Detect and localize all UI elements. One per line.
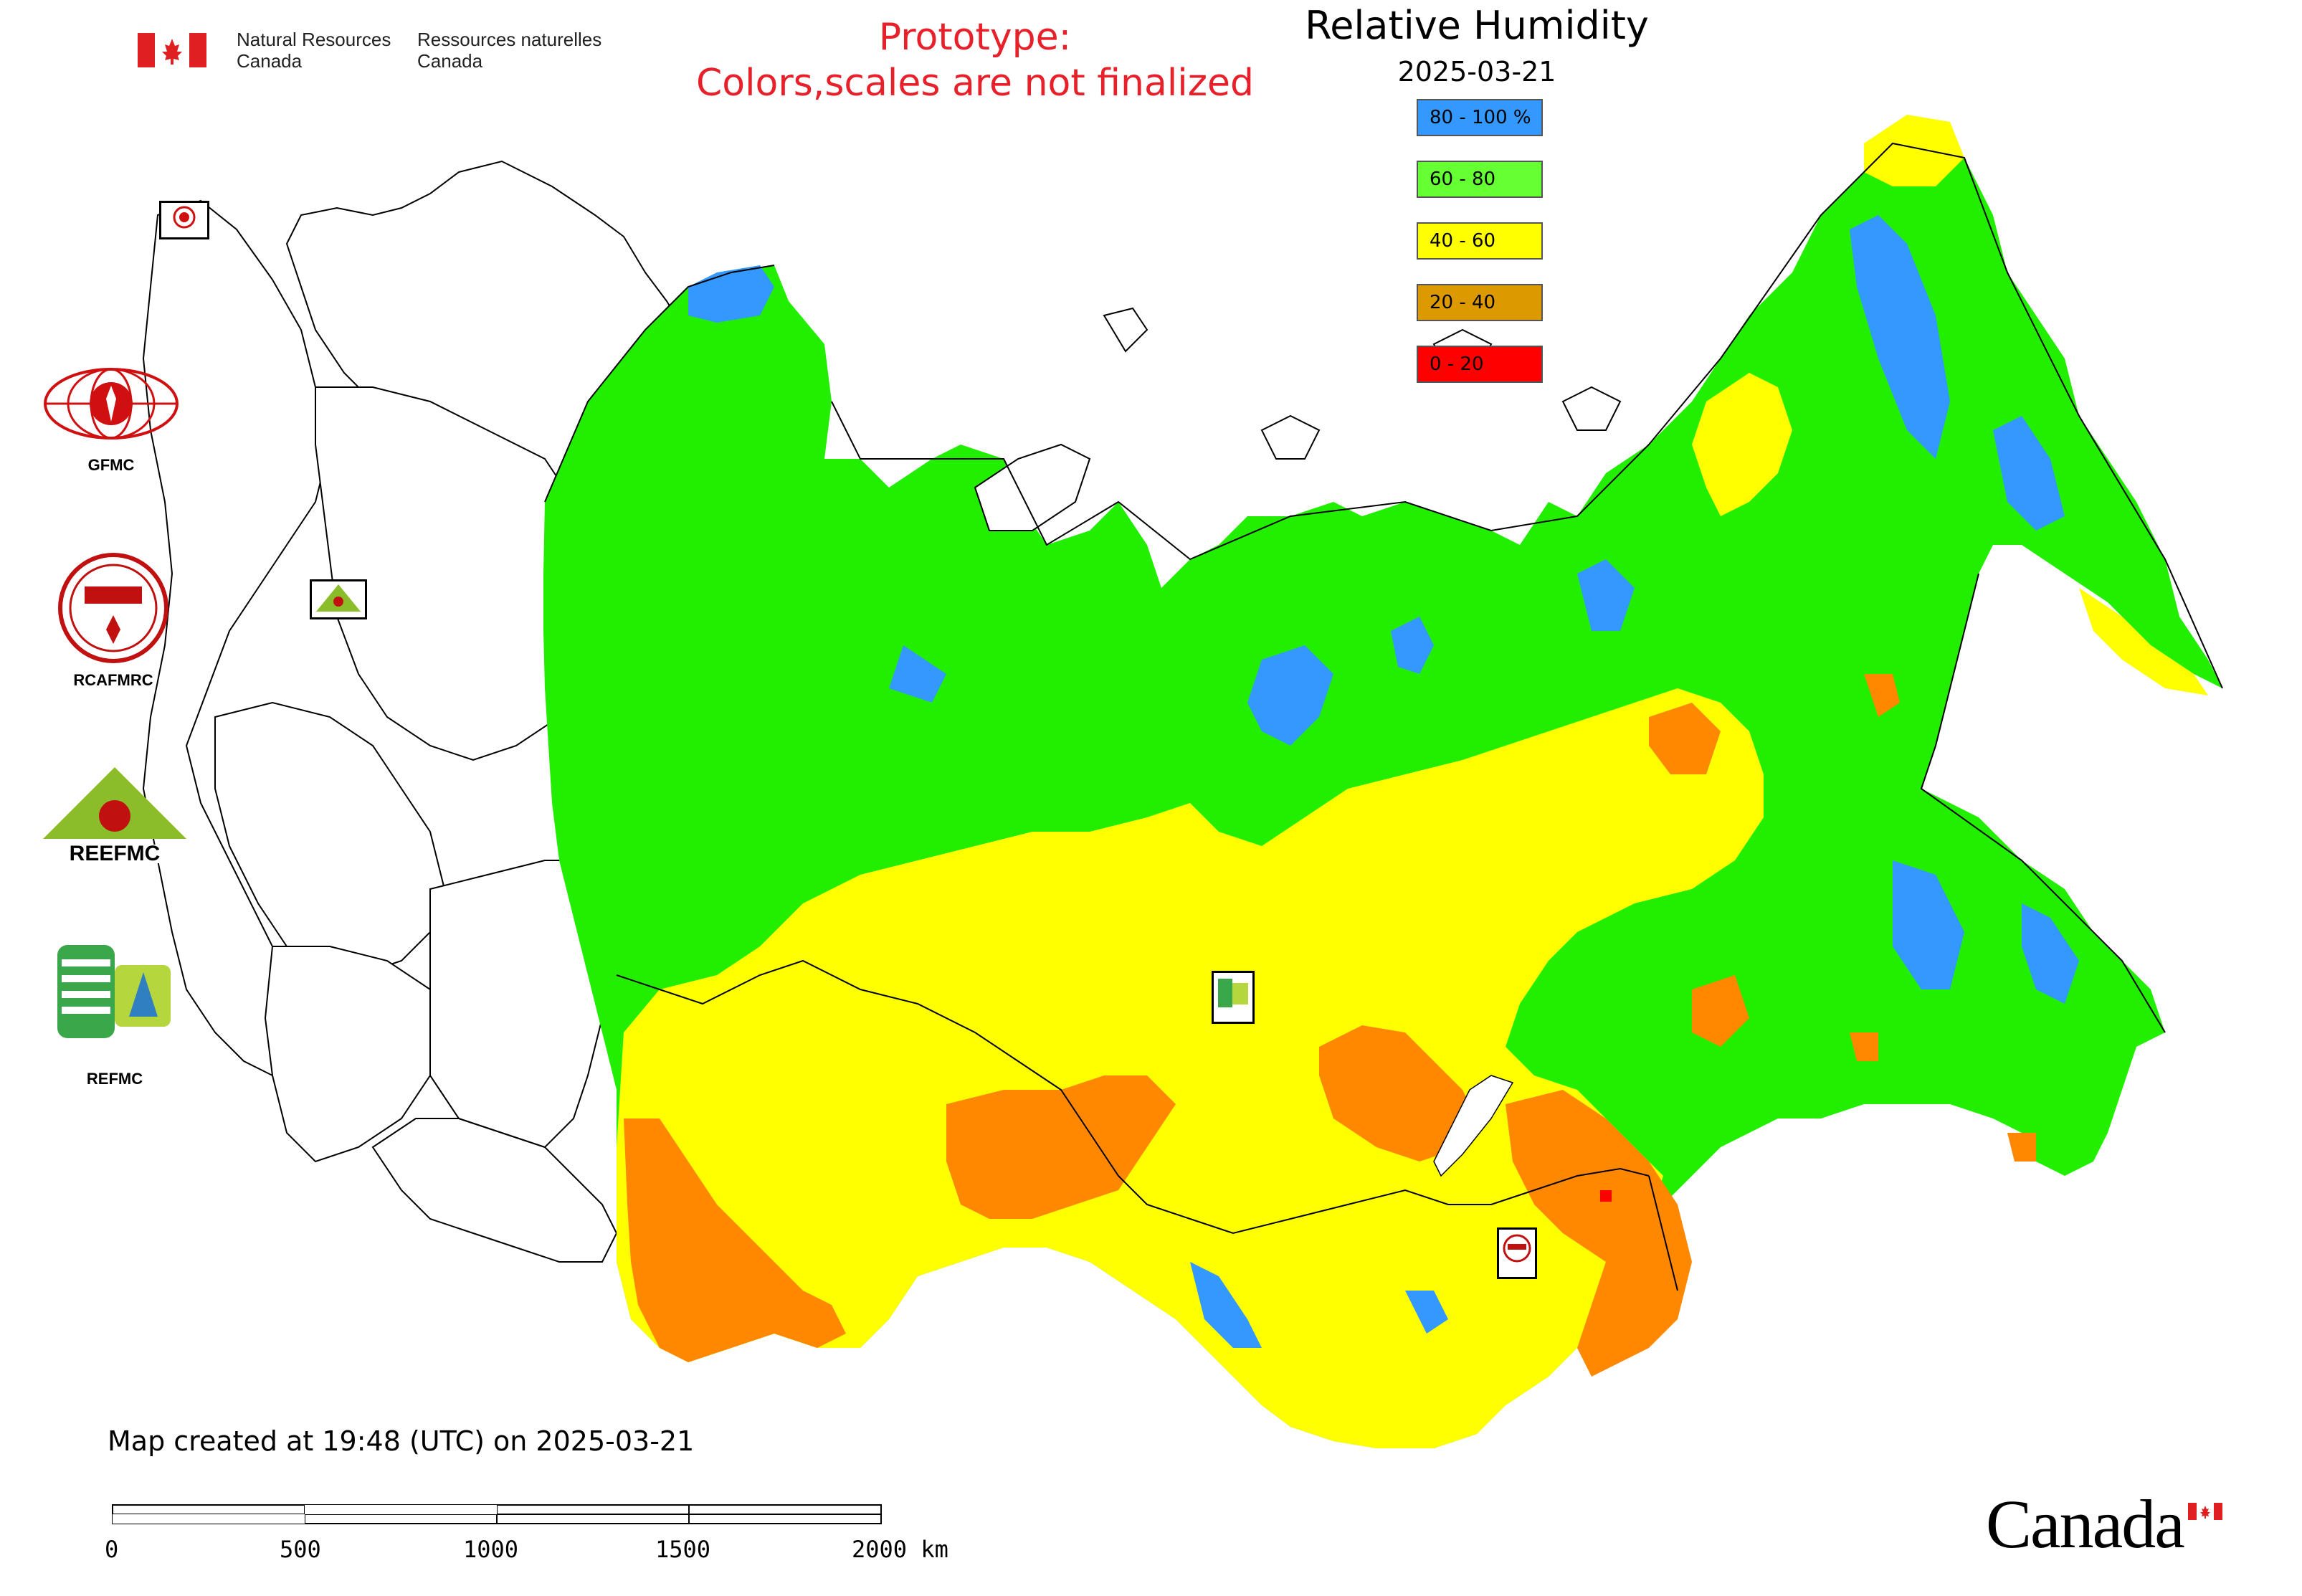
gfmc-marker-icon[interactable] <box>159 201 209 239</box>
dry-region-primorye <box>1864 674 1900 717</box>
refmc-label: REFMC <box>86 1070 143 1088</box>
moderate-region-east <box>1692 373 1792 516</box>
map-created-text: Map created at 19:48 (UTC) on 2025-03-21 <box>108 1425 695 1457</box>
scale-bar <box>112 1504 888 1526</box>
agency-fr-line1: Ressources naturelles <box>417 29 602 50</box>
refmc-marker-icon[interactable] <box>1212 971 1255 1024</box>
dry-region-mongolia <box>1319 1025 1477 1162</box>
humidity-fields <box>543 115 2222 1448</box>
legend-item-80-100: 80 - 100 % <box>1417 99 1543 136</box>
scale-label-2000-km: 2000 km <box>852 1536 948 1563</box>
agency-name-en: Natural Resources Canada <box>237 29 391 72</box>
prototype-line2: Colors,scales are not finalized <box>695 62 1255 105</box>
coastline <box>544 142 2223 1033</box>
very-humid-yakutia <box>1577 559 1635 631</box>
canada-wordmark-flag-icon <box>2188 1503 2222 1520</box>
legend-item-60-80: 60 - 80 <box>1417 161 1543 198</box>
very-humid-okhotsk <box>1893 860 1964 989</box>
canada-flag-icon <box>138 33 206 67</box>
reefmc-logo-text: REEFMC <box>70 842 161 865</box>
very-humid-east <box>1993 416 2065 531</box>
moderate-region-kamchatka <box>2079 588 2208 695</box>
legend-item-0-20: 0 - 20 <box>1417 346 1543 383</box>
very-humid-kolyma <box>1850 215 1950 459</box>
gfmc-logo-icon <box>44 368 179 440</box>
refmc-logo: REFMC <box>57 945 201 1088</box>
very-humid-sayan <box>1405 1291 1448 1334</box>
canada-wordmark-text: Canada <box>1986 1486 2185 1562</box>
dry-region-sakhalin <box>2007 1133 2036 1162</box>
agency-name-fr: Ressources naturelles Canada <box>417 29 601 72</box>
prototype-notice: Prototype: Colors,scales are not finaliz… <box>645 14 1305 106</box>
moderate-region <box>617 688 1764 1448</box>
rcafmrc-marker-icon[interactable] <box>1497 1227 1537 1279</box>
dry-region-china-ne <box>1506 1090 1692 1377</box>
very-humid-amur <box>2022 903 2079 1004</box>
lake-baikal <box>1433 1075 1514 1177</box>
dry-region-khabarovsk <box>1692 975 1749 1047</box>
map-date: 2025-03-21 <box>1397 56 1556 87</box>
very-humid-baikal <box>889 645 946 703</box>
refmc-logo-icon <box>57 945 171 1038</box>
dry-region-amur <box>1649 703 1721 774</box>
rcafmrc-logo-icon <box>58 553 168 663</box>
scale-label-0: 0 <box>105 1536 119 1563</box>
reefmc-logo: REEFMC <box>37 767 192 868</box>
very-humid-altai <box>1190 1262 1262 1348</box>
moderate-region-chukotka <box>1864 115 1964 186</box>
reefmc-marker-icon[interactable] <box>310 579 367 619</box>
europe-country-borders <box>142 160 718 1263</box>
rcafmrc-label: RCAFMRC <box>73 671 153 689</box>
scale-label-1500: 1500 <box>655 1536 711 1563</box>
agency-en-line1: Natural Resources <box>237 29 391 50</box>
map-title: Relative Humidity <box>1305 3 1649 48</box>
very-humid-putorana <box>1391 617 1434 674</box>
gfmc-label: GFMC <box>87 456 135 474</box>
dry-region-kazakhstan <box>624 1118 846 1362</box>
legend: 80 - 100 % 60 - 80 40 - 60 20 - 40 0 - 2… <box>1417 95 1553 389</box>
very-dry-spot <box>1600 1190 1612 1202</box>
agency-fr-line2: Canada <box>417 50 483 72</box>
dry-region-small <box>1850 1032 1878 1061</box>
gfmc-logo: GFMC <box>43 364 179 474</box>
reefmc-logo-icon: REEFMC <box>40 767 189 865</box>
legend-item-40-60: 40 - 60 <box>1417 222 1543 260</box>
agency-en-line2: Canada <box>237 50 303 72</box>
dry-region-central-asia <box>946 1075 1176 1219</box>
national-borders <box>616 959 1678 1291</box>
very-humid-taymyr <box>1247 645 1333 746</box>
prototype-line1: Prototype: <box>878 16 1072 59</box>
rcafmrc-logo: RCAFMRC <box>56 551 171 694</box>
scale-label-1000: 1000 <box>463 1536 519 1563</box>
legend-item-20-40: 20 - 40 <box>1417 284 1543 321</box>
scale-label-500: 500 <box>280 1536 321 1563</box>
canada-wordmark: Canada <box>1986 1484 2185 1564</box>
arctic-islands <box>974 307 1622 531</box>
